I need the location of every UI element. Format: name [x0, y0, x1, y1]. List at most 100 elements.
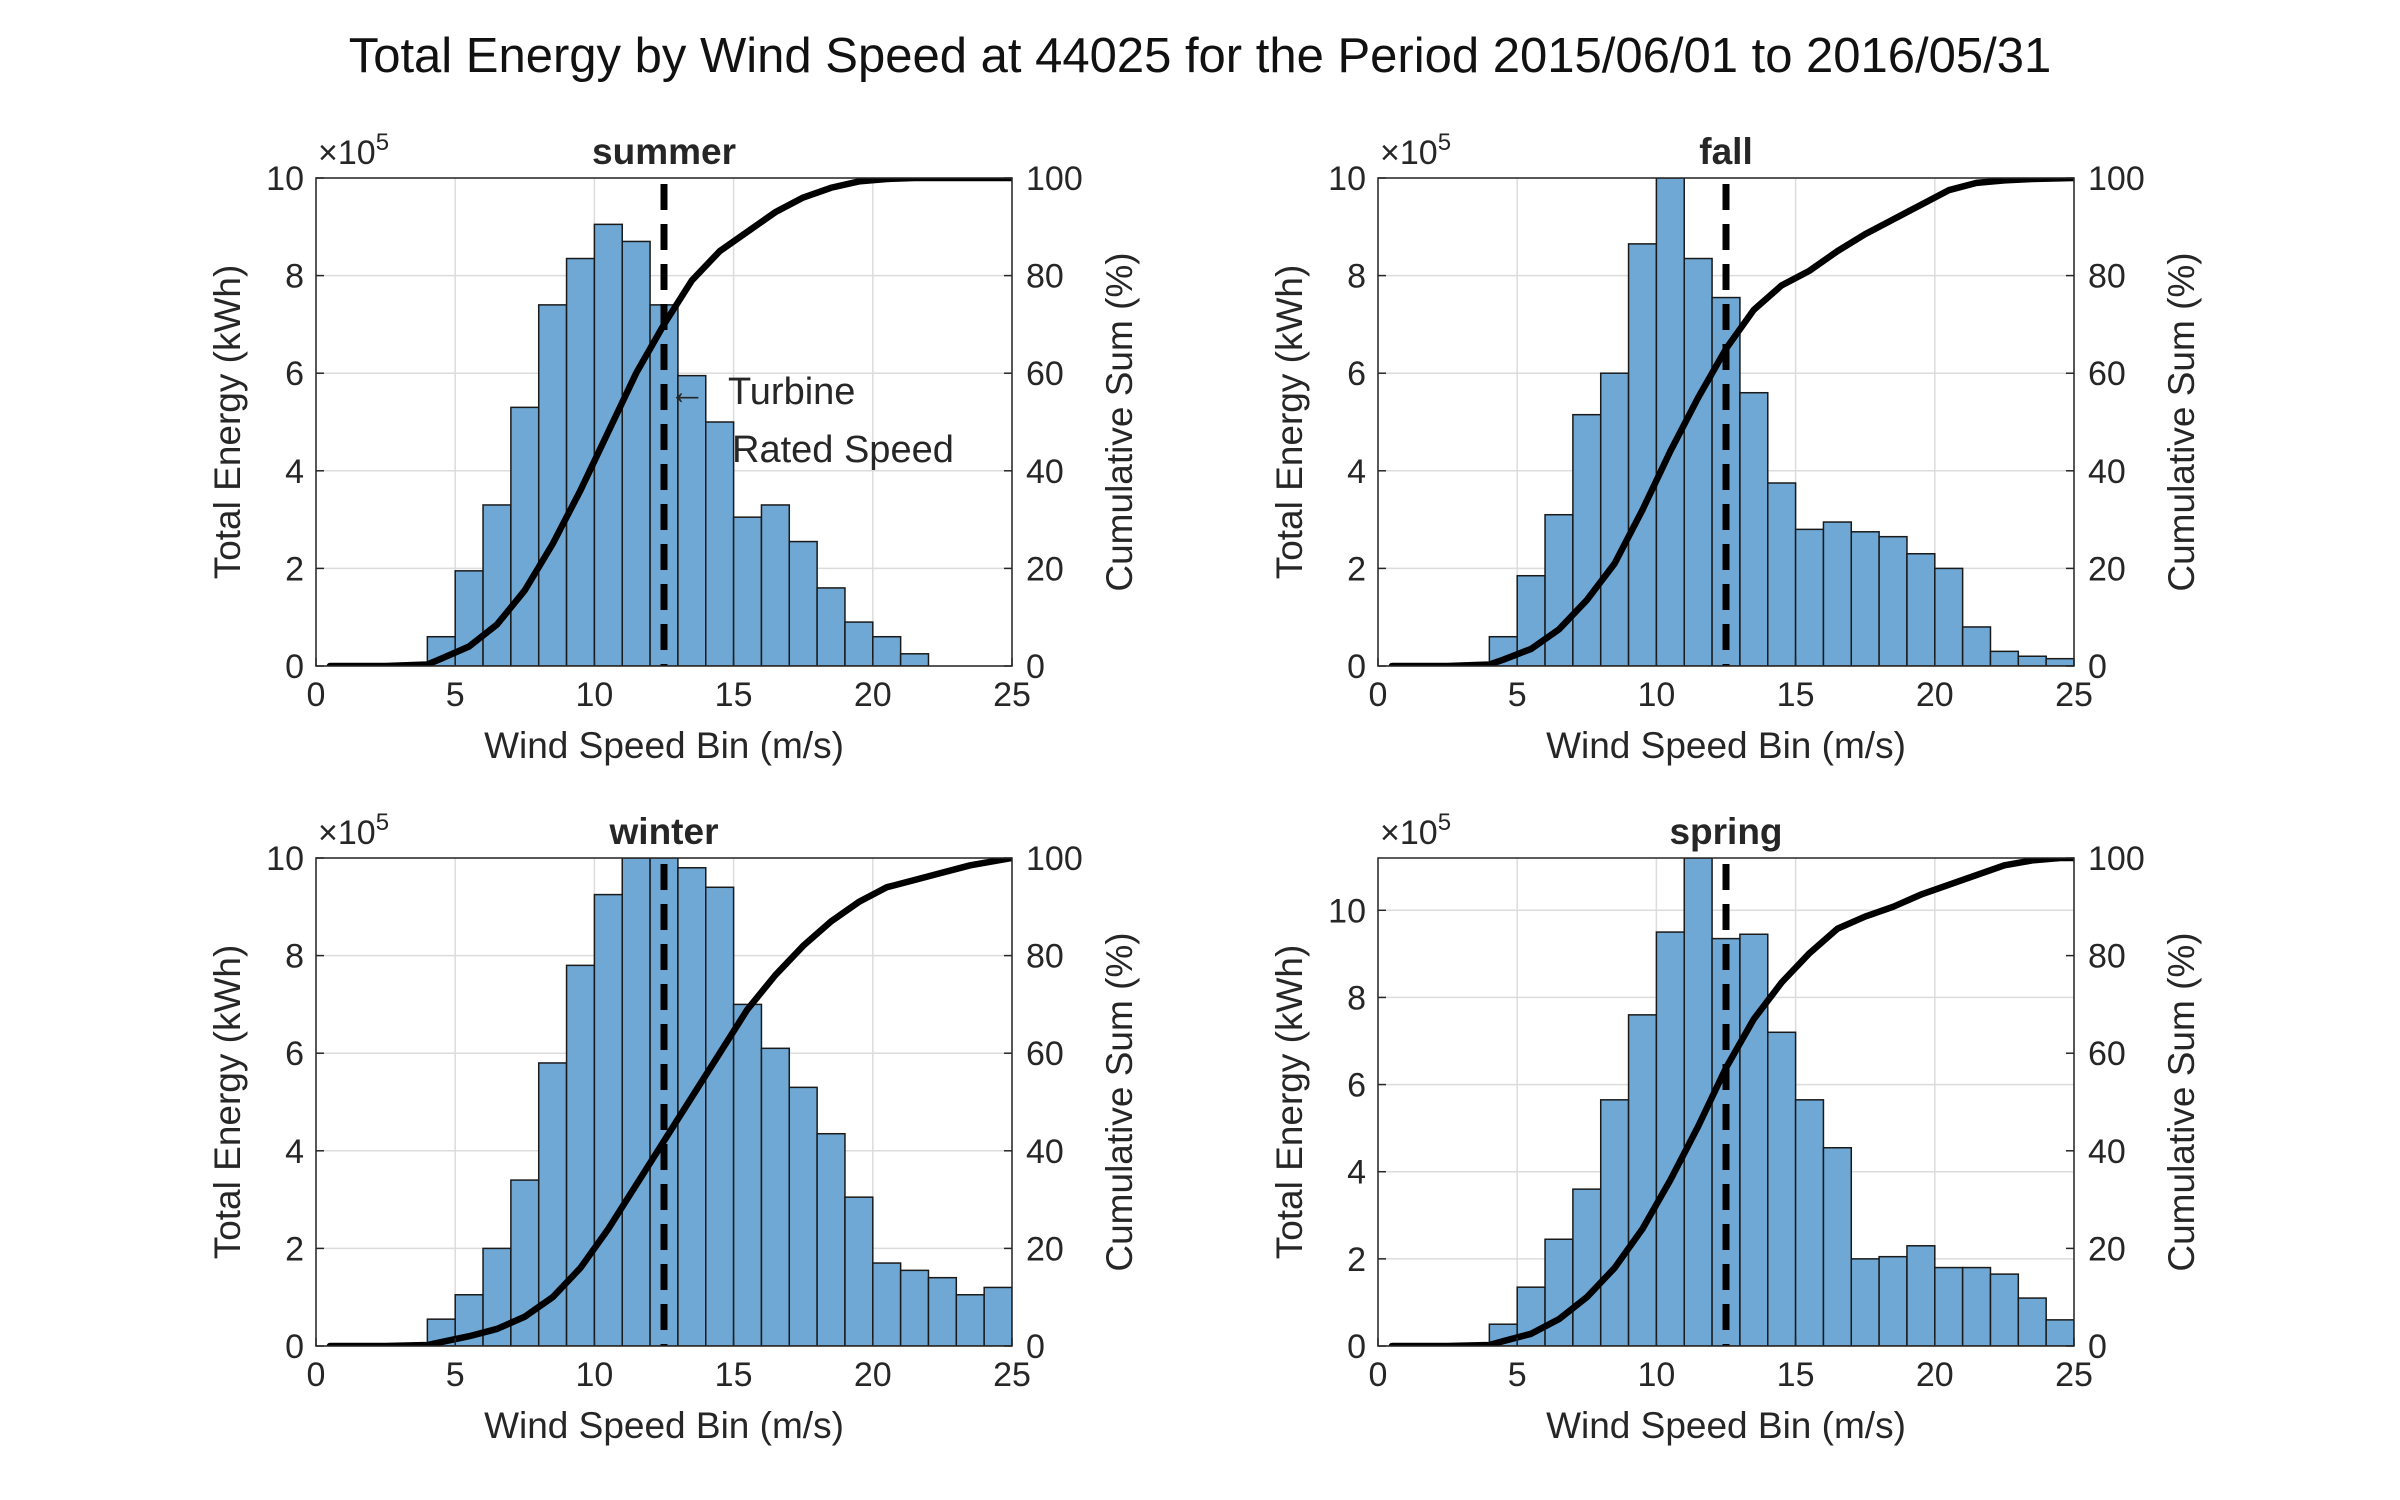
x-tick-label: 10 [575, 1356, 613, 1394]
x-tick-label: 25 [993, 676, 1031, 714]
histogram-bar [1989, 1273, 2020, 1346]
x-tick-label: 20 [854, 1356, 892, 1394]
y-tick-label: 2 [1347, 1241, 1366, 1279]
y2-tick-label: 60 [2088, 355, 2126, 393]
x-tick-label: 5 [1508, 676, 1527, 714]
y2-tick-label: 0 [2088, 1328, 2107, 1366]
histogram-bar [1906, 553, 1936, 666]
y2-tick-label: 80 [1026, 938, 1064, 976]
y-axis-label: Total Energy (kWh) [1269, 945, 1310, 1260]
histogram-bar [1850, 531, 1880, 666]
x-tick-label: 25 [2055, 676, 2093, 714]
y-tick-label: 2 [285, 550, 304, 588]
y-axis-label: Total Energy (kWh) [207, 265, 248, 580]
histogram-bar [1822, 1147, 1853, 1346]
x-tick-label: 15 [715, 676, 753, 714]
y-exponent-label: ×105 [1380, 129, 1451, 172]
x-tick-label: 10 [1637, 676, 1675, 714]
histogram-bar [593, 893, 623, 1346]
histogram-bar [705, 421, 735, 666]
y2-tick-label: 40 [1026, 1133, 1064, 1171]
annotation-arrow: ← [668, 371, 706, 413]
x-tick-label: 25 [993, 1356, 1031, 1394]
histogram-bar [2017, 1297, 2047, 1346]
y-tick-label: 6 [285, 1035, 304, 1073]
histogram-bar [1683, 257, 1713, 666]
y2-axis-label: Cumulative Sum (%) [2161, 252, 2202, 591]
plot-content [1388, 178, 2074, 666]
x-tick-label: 15 [1777, 676, 1815, 714]
y2-tick-label: 0 [1026, 648, 1045, 686]
panel-title: spring [1669, 811, 1782, 852]
y-tick-label: 4 [285, 1133, 304, 1171]
y2-tick-label: 0 [2088, 648, 2107, 686]
y-tick-label: 0 [1347, 1328, 1366, 1366]
annotation-text-line2: Rated Speed [732, 429, 954, 471]
x-tick-label: 0 [307, 676, 326, 714]
x-axis-label: Wind Speed Bin (m/s) [1546, 725, 1906, 766]
y2-tick-label: 100 [1026, 160, 1083, 198]
histogram-bar [1961, 626, 1992, 666]
histogram-bar [872, 635, 902, 666]
histogram-bar [1572, 1188, 1602, 1346]
y2-tick-label: 100 [2088, 840, 2145, 878]
histogram-bar [537, 304, 568, 666]
y2-tick-label: 100 [1026, 840, 1083, 878]
y-tick-label: 0 [285, 648, 304, 686]
plot-content [1388, 858, 2074, 1346]
histogram-bar [510, 406, 540, 666]
x-tick-label: 25 [2055, 1356, 2093, 1394]
histogram-bar [816, 587, 846, 666]
y2-tick-label: 40 [2088, 453, 2126, 491]
y2-axis-label: Cumulative Sum (%) [1099, 252, 1140, 591]
histogram-bar [927, 1276, 958, 1346]
y-tick-label: 2 [1347, 550, 1366, 588]
y-tick-label: 0 [1347, 648, 1366, 686]
y-axis-label: Total Energy (kWh) [207, 945, 248, 1260]
histogram-bar [1906, 1245, 1936, 1346]
histogram-bar [1878, 535, 1908, 666]
histogram-bar [955, 1294, 985, 1346]
x-tick-label: 10 [575, 676, 613, 714]
axes-box [315, 177, 1013, 667]
y-tick-label: 6 [1347, 355, 1366, 393]
histogram-bar [1627, 243, 1658, 666]
y-exponent-label: ×105 [318, 809, 389, 852]
figure-title: Total Energy by Wind Speed at 44025 for … [348, 29, 2052, 83]
y-tick-label: 10 [1328, 160, 1366, 198]
y-tick-label: 4 [285, 453, 304, 491]
x-tick-label: 20 [1916, 676, 1954, 714]
y-tick-label: 6 [1347, 1067, 1366, 1105]
histogram-bar [1544, 1238, 1574, 1346]
histogram-bar [732, 516, 763, 666]
axes-box [1377, 857, 2075, 1347]
histogram-bar [1544, 513, 1574, 666]
histogram-bar [788, 540, 818, 666]
y-tick-label: 10 [266, 840, 304, 878]
histogram-bar [1934, 1266, 1964, 1346]
y2-tick-label: 60 [1026, 355, 1064, 393]
y2-tick-label: 0 [1026, 1328, 1045, 1366]
y2-axis-label: Cumulative Sum (%) [2161, 932, 2202, 1271]
y2-tick-label: 100 [2088, 160, 2145, 198]
y-tick-label: 4 [1347, 453, 1366, 491]
x-tick-label: 0 [1369, 676, 1388, 714]
cumulative-sum-line [1388, 858, 2074, 1346]
histogram-bar [565, 964, 596, 1346]
x-tick-label: 10 [1637, 1356, 1675, 1394]
cumulative-sum-line [326, 858, 1012, 1346]
histogram-bar [899, 1269, 930, 1346]
x-axis-label: Wind Speed Bin (m/s) [484, 1405, 844, 1446]
y-exponent-label: ×105 [1380, 809, 1451, 852]
y2-tick-label: 80 [2088, 258, 2126, 296]
y-tick-label: 2 [285, 1230, 304, 1268]
histogram-bar [1822, 521, 1853, 666]
histogram-bar [732, 1003, 763, 1346]
y2-tick-label: 20 [1026, 1230, 1064, 1268]
panel-title: summer [592, 131, 736, 172]
histogram-bar [760, 1047, 791, 1346]
